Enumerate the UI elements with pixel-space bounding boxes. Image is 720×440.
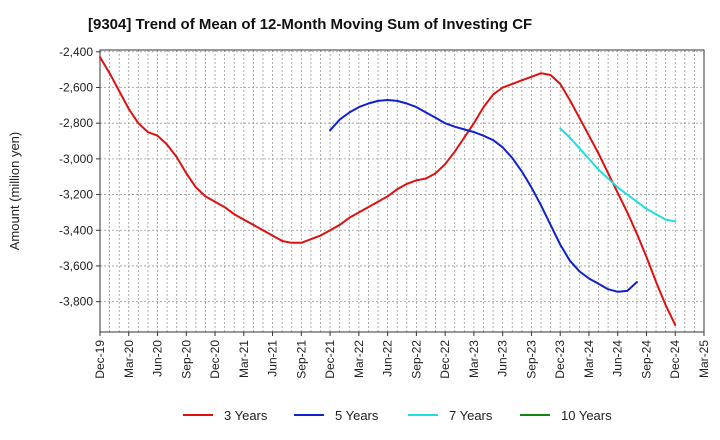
y-tick-label: -2,800 [59,116,93,130]
y-tick-label: -3,800 [59,295,93,309]
x-tick-label: Mar-22 [352,340,366,378]
x-tick-label: Mar-20 [122,340,136,378]
x-tick-label: Mar-21 [237,340,251,378]
x-tick-label: Jun-21 [266,340,280,377]
x-tick-label: Dec-22 [438,340,452,379]
legend-label-5-years: 5 Years [335,408,379,423]
legend-label-3-years: 3 Years [224,408,268,423]
x-tick-label: Sep-22 [409,340,423,379]
series-line-7-years [559,127,677,223]
legend-label-10-years: 10 Years [561,408,612,423]
legend-label-7-years: 7 Years [449,408,493,423]
y-tick-label: -3,000 [59,152,93,166]
y-axis: -2,400 -2,600 -2,800 -3,000 -3,200 -3,400 -3,6… [59,45,100,309]
x-tick-label: Jun-22 [381,340,395,377]
x-tick-label: Mar-25 [697,340,711,378]
plot-frame [99,49,705,333]
x-tick-label: Mar-23 [467,340,481,378]
x-tick-label: Jun-20 [151,340,165,377]
x-tick-label: Jun-24 [611,340,625,377]
grid-lines [100,50,704,332]
x-axis: Dec-19 Mar-20 Jun-20 Sep-20 Dec-20 Mar-21 Jun-… [93,332,711,379]
legend: 3 Years 5 Years 7 Years 10 Years [183,408,612,423]
y-axis-label: Amount (million yen) [7,132,22,251]
x-tick-label: Dec-24 [668,340,682,379]
y-tick-label: -2,600 [59,80,93,94]
x-tick-label: Sep-23 [524,340,538,379]
x-tick-label: Mar-24 [582,340,596,378]
x-tick-label: Sep-20 [179,340,193,379]
x-tick-label: Jun-23 [496,340,510,377]
series-line-5-years [329,99,638,293]
y-tick-label: -3,400 [59,223,93,237]
x-tick-label: Sep-21 [294,340,308,379]
x-tick-label: Sep-24 [639,340,653,379]
y-tick-label: -3,600 [59,259,93,273]
x-tick-label: Dec-21 [323,340,337,379]
series-line-3-years [99,56,677,326]
x-tick-label: Dec-23 [553,340,567,379]
x-tick-label: Dec-20 [208,340,222,379]
x-tick-label: Dec-19 [93,340,107,379]
y-tick-label: -2,400 [59,45,93,59]
chart-title: [9304] Trend of Mean of 12-Month Moving … [88,16,532,33]
series-group [99,56,677,326]
y-tick-label: -3,200 [59,188,93,202]
